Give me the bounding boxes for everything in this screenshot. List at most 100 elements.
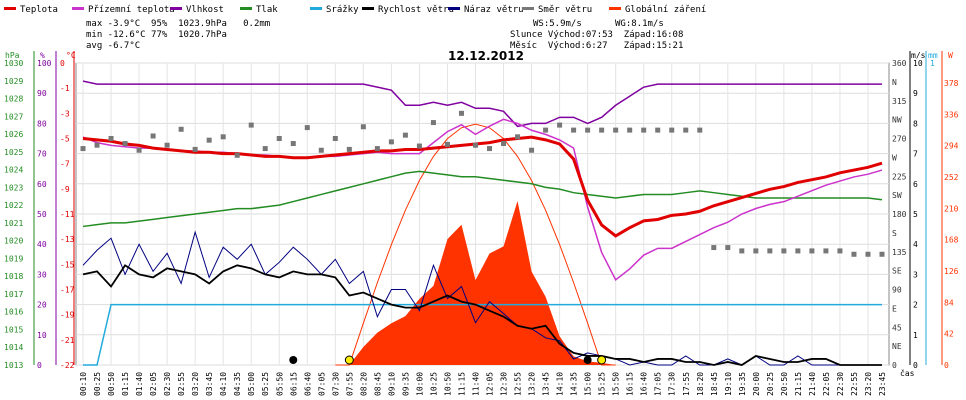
x-tick-label: 20:00: [752, 372, 761, 396]
legend-swatch: [448, 7, 460, 10]
x-tick-label: 18:45: [710, 372, 719, 396]
x-tick-label: 02:30: [163, 372, 172, 396]
stats-avg: avg -6.7°C: [86, 41, 141, 51]
humidity-tick-label: 50: [37, 210, 47, 219]
legend-swatch: [240, 7, 252, 10]
x-tick-label: 17:30: [668, 372, 677, 396]
pressure-tick-label: 1018: [4, 272, 23, 281]
x-tick-label: 05:00: [247, 372, 256, 396]
x-tick-label: 06:40: [303, 372, 312, 396]
temperature-tick-label: -13: [60, 235, 75, 244]
chart-title: 12.12.2012: [448, 49, 524, 63]
wind-direction-point: [711, 245, 717, 251]
wind-direction-point: [879, 251, 885, 257]
direction-tick-label: S: [892, 229, 897, 238]
wind-direction-point: [262, 146, 268, 152]
wind-direction-point: [823, 248, 829, 254]
pressure-unit: hPa: [5, 51, 20, 60]
wind-tick-label: 6: [913, 180, 918, 189]
direction-tick-label: 270: [892, 135, 907, 144]
legend-label: Vlhkost: [186, 5, 224, 15]
x-tick-label: 07:30: [331, 372, 340, 396]
radiation-tick-label: 336: [944, 110, 959, 119]
direction-tick-label: 0: [892, 361, 897, 370]
x-tick-label: 14:35: [570, 372, 579, 396]
legend-swatch: [522, 7, 534, 10]
humidity-tick-label: 20: [37, 301, 47, 310]
humidity-tick-label: 100: [37, 59, 52, 68]
wind-direction-point: [234, 152, 240, 158]
pressure-tick-label: 1029: [4, 77, 23, 86]
legend-item-0: Teplota: [4, 5, 58, 15]
wind-direction-point: [178, 126, 184, 132]
pressure-tick-label: 1017: [4, 290, 23, 299]
wind-direction-point: [655, 127, 661, 133]
x-tick-label: 10:25: [429, 372, 438, 396]
radiation-tick-label: 84: [944, 298, 954, 307]
humidity-tick-label: 80: [37, 119, 47, 128]
pressure-tick-label: 1028: [4, 95, 23, 104]
stats-slunce: Slunce Východ:07:53 Západ:16:08: [510, 30, 684, 40]
legend-swatch: [4, 7, 16, 10]
legend-swatch: [72, 7, 84, 10]
humidity-tick-label: 60: [37, 180, 47, 189]
radiation-tick-label: 378: [944, 79, 959, 88]
x-tick-label: 14:10: [556, 372, 565, 396]
pressure-tick-label: 1022: [4, 201, 23, 210]
temperature-tick-label: -11: [60, 210, 75, 219]
x-tick-label: 03:45: [205, 372, 214, 396]
direction-tick-label: 90: [892, 286, 902, 295]
pressure-tick-label: 1027: [4, 112, 23, 121]
direction-tick-label: SE: [892, 267, 902, 276]
wind-direction-point: [332, 136, 338, 141]
x-tick-label: 07:05: [317, 372, 326, 396]
x-tick-label: 22:30: [836, 372, 845, 396]
legend-swatch: [362, 7, 374, 10]
wind-direction-point: [557, 122, 563, 128]
series-humidity: [82, 80, 882, 128]
x-tick-label: 00:10: [79, 372, 88, 396]
wind-tick-label: 8: [913, 119, 918, 128]
pressure-tick-label: 1024: [4, 166, 23, 175]
wind-direction-point: [837, 248, 843, 254]
legend-item-5: Rychlost větru: [362, 5, 454, 15]
x-tick-label: 10:00: [415, 372, 424, 396]
legend-label: Globální záření: [625, 5, 706, 15]
direction-tick-label: 45: [892, 323, 902, 332]
radiation-clear-sky-curve: [335, 123, 616, 366]
humidity-tick-label: 90: [37, 89, 47, 98]
wind-tick-label: 5: [913, 210, 918, 219]
wind-direction-point: [220, 134, 226, 140]
wind-tick-label: 3: [913, 270, 918, 279]
wind-direction-point: [458, 110, 464, 116]
pressure-tick-label: 1014: [4, 343, 23, 352]
wind-tick-label: 9: [913, 89, 918, 98]
radiation-unit: W: [948, 51, 953, 60]
pressure-tick-label: 1015: [4, 325, 23, 334]
x-tick-label: 22:55: [850, 372, 859, 396]
legend-label: Směr větru: [538, 5, 592, 15]
x-tick-label: 00:50: [107, 372, 116, 396]
x-tick-label: 03:20: [191, 372, 200, 396]
x-tick-label: 05:50: [275, 372, 284, 396]
x-tick-label: 12:30: [500, 372, 509, 396]
wind-direction-point: [150, 133, 156, 139]
direction-tick-label: 360: [892, 59, 907, 68]
temperature-tick-label: -17: [60, 286, 75, 295]
x-tick-label: 16:40: [640, 372, 649, 396]
radiation-tick-label: 126: [944, 267, 959, 276]
pressure-tick-label: 1020: [4, 237, 23, 246]
radiation-tick-label: 42: [944, 330, 954, 339]
legend-label: Srážky: [326, 5, 359, 15]
wind-direction-point: [809, 248, 815, 254]
humidity-tick-label: 30: [37, 270, 47, 279]
moonrise-marker: [289, 356, 298, 364]
direction-tick-label: W: [892, 153, 897, 162]
temperature-tick-label: -7: [60, 160, 70, 169]
radiation-tick-label: 0: [944, 361, 949, 370]
x-tick-label: 04:35: [233, 372, 242, 396]
humidity-tick-label: 70: [37, 150, 47, 159]
wind-direction-point: [472, 142, 478, 148]
wind-direction-point: [206, 137, 212, 143]
radiation-tick-label: 168: [944, 236, 959, 245]
